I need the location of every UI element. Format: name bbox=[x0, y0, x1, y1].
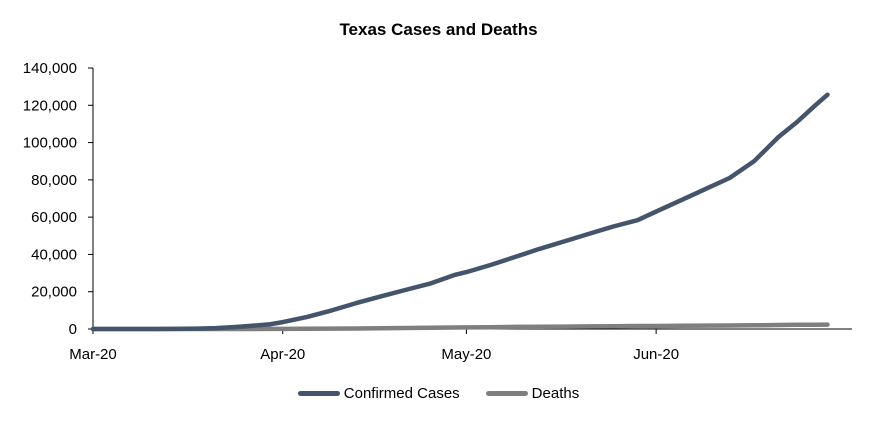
series-line-confirmed-cases bbox=[90, 92, 830, 332]
x-tick-label: May-20 bbox=[441, 346, 491, 363]
y-tick-label: 100,000 bbox=[23, 135, 77, 152]
legend-label-deaths: Deaths bbox=[531, 385, 580, 402]
x-tick-label: Apr-20 bbox=[260, 346, 305, 363]
y-tick-label: 0 bbox=[69, 321, 77, 338]
axes: 0 20,000 40,000 60,000 80,000 100,000 120,000 1… bbox=[23, 60, 852, 363]
y-tick-label: 20,000 bbox=[31, 284, 77, 301]
series-layer bbox=[90, 92, 830, 332]
y-tick-label: 120,000 bbox=[23, 97, 77, 114]
legend-item-deaths: Deaths bbox=[485, 385, 580, 402]
x-tick-label: Jun-20 bbox=[633, 346, 679, 363]
legend-swatch-deaths bbox=[485, 391, 528, 396]
y-tick-label: 140,000 bbox=[23, 60, 77, 77]
legend-label-confirmed-cases: Confirmed Cases bbox=[343, 385, 460, 402]
legend: Confirmed Cases Deaths bbox=[0, 385, 877, 402]
x-tick-label: Mar-20 bbox=[69, 346, 117, 363]
y-tick-label: 80,000 bbox=[31, 172, 77, 189]
y-tick-label: 60,000 bbox=[31, 209, 77, 226]
legend-item-confirmed-cases: Confirmed Cases bbox=[297, 385, 460, 402]
y-tick-label: 40,000 bbox=[31, 246, 77, 263]
chart-title: Texas Cases and Deaths bbox=[339, 20, 538, 39]
legend-swatch-confirmed-cases bbox=[297, 391, 340, 396]
